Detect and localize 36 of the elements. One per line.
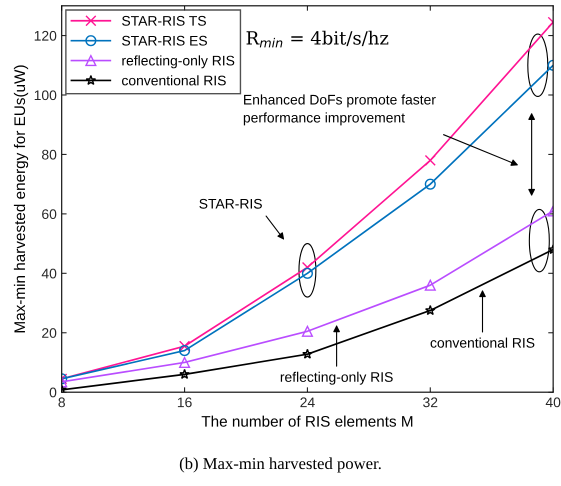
text: (b) Max-min harvested power.: [180, 457, 381, 473]
point: [179, 340, 190, 352]
point: [424, 178, 436, 190]
point: [424, 280, 436, 291]
x-tick-label: 24: [300, 397, 315, 408]
point: [302, 262, 313, 273]
y-tick-label: 0: [50, 388, 56, 398]
x-tick-label: 16: [178, 397, 192, 408]
point: [302, 348, 313, 359]
annotation: Enhanced DoFs promote faster performance improvement: [244, 94, 436, 126]
y-tick-label: 60: [42, 209, 56, 220]
x-tick-label: 40: [546, 397, 560, 408]
point: [179, 368, 190, 379]
y-tick-label: 40: [42, 268, 56, 278]
y-tick-label: 120: [34, 30, 56, 41]
point: [302, 326, 313, 337]
point: [302, 268, 313, 279]
annotation: STAR-RIS: [199, 198, 262, 209]
y-tick-label: 80: [42, 150, 56, 160]
annotation: reflecting-only RIS: [280, 372, 393, 385]
x-tick-label: 8: [58, 397, 65, 408]
annotation: conventional RIS: [430, 338, 534, 348]
x-tick-label: 32: [423, 397, 438, 408]
y-axis-title: Max-min harvested energy for EUs(uW): [14, 65, 28, 332]
point: [179, 356, 190, 368]
annotation: R$_{min}$ = 4bit/s/hz: [246, 30, 388, 48]
point: [424, 154, 436, 166]
legend-label: conventional RIS: [122, 75, 226, 86]
y-tick-label: 100: [34, 90, 56, 100]
y-tick-label: 20: [42, 328, 56, 338]
legend-label: STAR-RIS ES: [122, 36, 207, 46]
legend-label: reflecting-only RIS: [122, 55, 234, 68]
legend-label: STAR-RIS TS: [122, 16, 206, 26]
x-axis-title: The number of RIS elements M: [202, 416, 412, 427]
point: [424, 304, 436, 316]
point: [179, 345, 190, 356]
